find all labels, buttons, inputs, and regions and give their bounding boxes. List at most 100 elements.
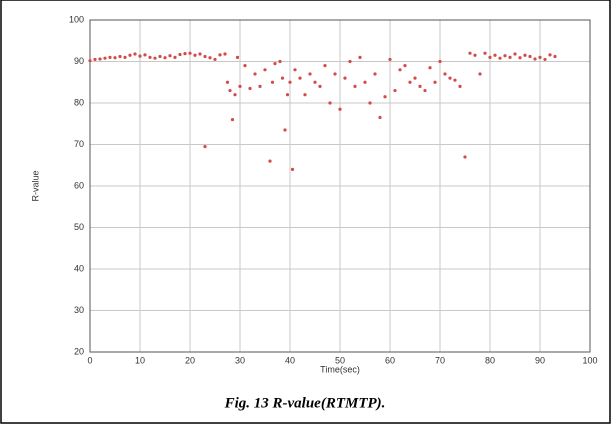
data-point (178, 52, 182, 57)
data-point (280, 76, 285, 80)
data-point (118, 54, 122, 59)
data-point (398, 68, 402, 72)
data-point (235, 55, 240, 59)
data-point (468, 51, 472, 55)
data-point (443, 72, 447, 76)
data-point (103, 56, 107, 60)
data-point (383, 95, 387, 99)
data-point (238, 84, 242, 88)
x-tick-label: 100 (582, 355, 597, 365)
y-tick-label: 80 (74, 97, 84, 107)
data-point (483, 51, 487, 55)
data-point (293, 68, 297, 72)
data-point (285, 93, 290, 97)
data-point (518, 56, 522, 60)
data-point (168, 54, 172, 58)
data-point (343, 76, 347, 80)
data-point (403, 64, 407, 68)
data-point (493, 53, 497, 57)
data-point (213, 57, 217, 62)
x-tick-label: 20 (185, 355, 195, 365)
data-point (358, 55, 362, 59)
y-axis-label: R-value (30, 170, 40, 201)
data-point (148, 55, 152, 59)
data-point (290, 167, 295, 171)
data-point (553, 54, 557, 59)
y-tick-label: 60 (74, 180, 84, 190)
data-point (463, 155, 467, 159)
x-tick-label: 70 (435, 355, 445, 365)
data-point (225, 80, 230, 84)
data-point (538, 55, 542, 59)
data-point (243, 64, 247, 68)
data-point (173, 55, 177, 59)
data-point (228, 88, 232, 93)
figure-caption: Fig. 13 R-value(RTMTP). (224, 395, 386, 411)
data-point (263, 68, 267, 72)
x-tick-label: 90 (535, 355, 545, 365)
data-point (368, 101, 372, 105)
data-point (123, 55, 127, 59)
data-point (448, 76, 452, 80)
data-point (473, 53, 477, 57)
data-point (258, 84, 262, 88)
x-tick-label: 30 (235, 355, 245, 365)
data-point (278, 59, 282, 64)
data-point (373, 72, 377, 76)
data-point (188, 51, 192, 55)
data-point (508, 55, 512, 59)
data-point (273, 61, 277, 66)
data-point (533, 57, 537, 61)
data-point (353, 84, 357, 88)
plot-frame (89, 19, 591, 353)
data-point (193, 53, 197, 57)
data-point (88, 59, 92, 63)
data-point (198, 52, 202, 56)
data-point (128, 53, 132, 57)
data-point (418, 84, 422, 88)
y-tick-label: 50 (74, 222, 84, 232)
data-point (498, 56, 502, 60)
data-point (113, 56, 117, 60)
data-point (268, 159, 272, 163)
x-tick-label: 50 (335, 355, 345, 365)
y-tick-label: 30 (74, 305, 84, 315)
data-point (203, 54, 207, 59)
data-point (158, 54, 162, 59)
y-tick-label: 100 (69, 14, 84, 24)
data-point (488, 55, 492, 59)
data-point (138, 54, 142, 58)
data-point (338, 107, 342, 111)
data-point (363, 80, 367, 84)
data-point (163, 56, 167, 60)
data-point (548, 53, 552, 57)
data-point (478, 72, 482, 76)
data-point (298, 76, 302, 80)
data-point (318, 84, 322, 88)
data-point (458, 84, 462, 88)
data-point (303, 93, 307, 97)
data-point (143, 53, 147, 57)
data-point (328, 101, 332, 105)
data-point (93, 57, 97, 62)
x-tick-label: 40 (285, 355, 295, 365)
data-point (313, 80, 317, 84)
data-point (378, 115, 382, 120)
x-tick-label: 60 (385, 355, 395, 365)
data-point (428, 66, 432, 70)
data-point (308, 72, 312, 76)
data-point (438, 59, 442, 64)
data-point (503, 54, 507, 58)
data-point (288, 80, 292, 84)
data-point (528, 54, 532, 59)
data-point (523, 53, 527, 57)
data-point (388, 57, 392, 62)
data-point (333, 72, 337, 76)
data-point (183, 52, 187, 56)
y-tick-label: 90 (74, 56, 84, 66)
data-point (453, 78, 457, 82)
data-point (248, 86, 252, 91)
x-tick-label: 80 (485, 355, 495, 365)
data-point (433, 80, 437, 84)
